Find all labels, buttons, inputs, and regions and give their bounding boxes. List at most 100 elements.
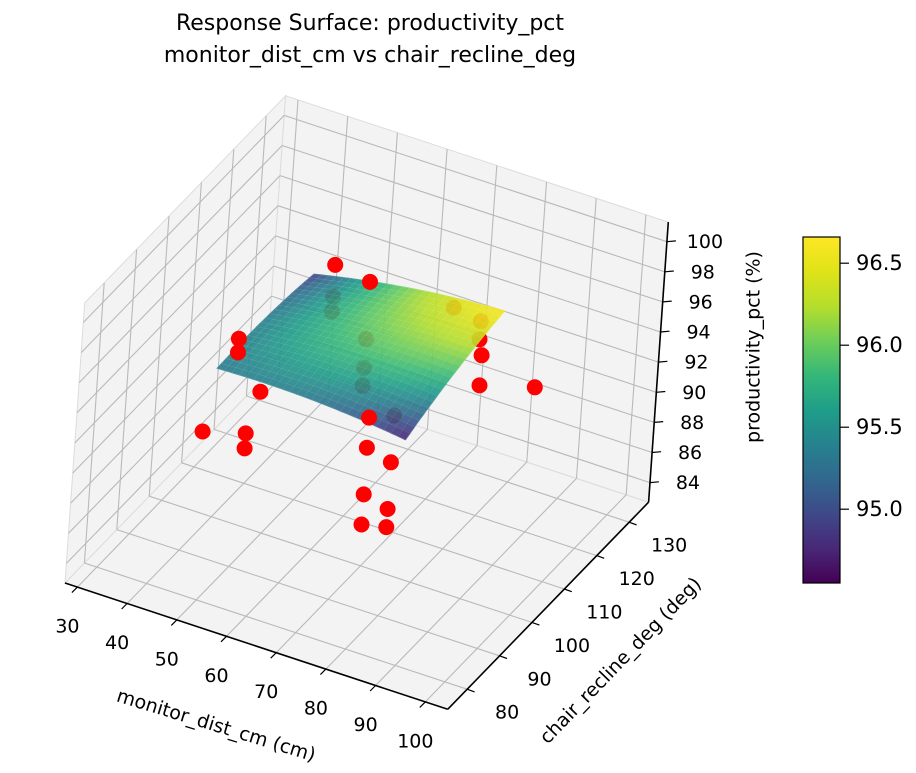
surface-mesh-line	[369, 300, 469, 424]
surface-mesh-line	[252, 330, 442, 390]
surface-mesh-line	[253, 278, 351, 380]
surface-mesh-line	[305, 281, 496, 322]
y-tick-label: 80	[495, 702, 519, 724]
x-tick-label: 50	[155, 648, 179, 670]
surface-mesh-line	[243, 339, 433, 403]
scatter-point	[471, 377, 488, 394]
surface-mesh-line	[260, 279, 359, 382]
z-axis-title: productivity_pct (%)	[743, 251, 765, 443]
scatter-point	[230, 344, 246, 361]
grid-line-x	[176, 412, 379, 621]
colorbar-tick-label: 96.5	[856, 251, 903, 275]
surface-mesh-line	[405, 310, 505, 440]
surface-mesh-line	[287, 296, 478, 344]
surface-mesh	[216, 273, 506, 441]
z-tick-label: 84	[676, 472, 700, 494]
colorbar-tick-label: 95.5	[856, 415, 903, 439]
x-tick	[170, 619, 178, 626]
z-tick	[664, 270, 674, 273]
x-tick-label: 70	[254, 681, 278, 703]
surface-mesh-line	[231, 275, 329, 373]
scatter-point	[382, 454, 399, 471]
grid-line-y	[181, 462, 565, 590]
grid-line-z	[284, 114, 668, 243]
surface-mesh-line	[292, 292, 483, 339]
z-tick	[654, 421, 664, 423]
z-tick-label: 88	[680, 412, 704, 434]
x-tick	[369, 685, 377, 692]
x-tick-label: 100	[397, 730, 433, 752]
scatter-point	[252, 383, 269, 400]
surface-mesh-line	[261, 321, 451, 379]
chart-title-line1: Response Surface: productivity_pct	[175, 11, 565, 36]
z-tick	[660, 330, 670, 333]
x-tick-label: 80	[304, 698, 328, 720]
surface-mesh-line	[296, 289, 487, 333]
grid-line-y	[149, 495, 533, 623]
grid-line-y	[116, 529, 500, 657]
grid-line-y	[246, 395, 630, 523]
surface-mesh-line	[230, 353, 420, 421]
grid-line-z	[275, 235, 659, 363]
x-tick	[270, 652, 277, 659]
surface-mesh-line	[333, 292, 432, 409]
surface-mesh-line	[283, 300, 474, 350]
x-tick	[419, 701, 426, 708]
x-axis-title: monitor_dist_cm (cm)	[114, 685, 318, 767]
surface-mesh-line	[390, 306, 491, 434]
y-tick	[564, 588, 573, 593]
surface-mesh-line	[300, 285, 492, 328]
grid-line-x	[126, 396, 329, 604]
surface-mesh-line	[347, 295, 447, 415]
z-tick-label: 100	[687, 231, 723, 253]
z-tick-label: 92	[684, 352, 708, 374]
grid-line-z	[70, 295, 272, 504]
grid-line-x	[275, 445, 478, 654]
x-axis-line	[64, 582, 448, 711]
grid-line-y	[213, 428, 597, 557]
x-tick-label: 30	[55, 616, 79, 638]
surface-mesh-line	[274, 309, 465, 361]
scatter-point	[237, 425, 254, 442]
scatter-point	[327, 256, 344, 273]
surface-mesh-line	[325, 290, 425, 406]
surface-mesh-line	[311, 288, 410, 400]
scatter-point	[194, 423, 211, 440]
surface-mesh-line	[270, 313, 460, 367]
y-tick	[628, 521, 637, 526]
grid-line-y	[84, 562, 468, 690]
surface-mesh-line	[397, 308, 498, 437]
grid-line-z	[72, 265, 274, 474]
z-tick	[649, 481, 659, 484]
y-axis-title: chair_recline_deg (deg)	[535, 573, 705, 748]
y-tick-label: 100	[554, 635, 590, 657]
z-tick	[658, 360, 668, 363]
surface-mesh-line	[309, 277, 501, 317]
scatter-point	[473, 347, 490, 364]
surface-mesh-line	[383, 304, 483, 430]
y-axis-line	[447, 501, 650, 710]
y-tick	[596, 555, 605, 559]
grid-line-z	[76, 205, 279, 414]
grid-line-x	[375, 478, 577, 686]
grid-line-z	[279, 175, 663, 303]
surface-mesh-line	[296, 285, 396, 395]
y-tick	[466, 688, 475, 693]
surface-mesh-line	[362, 299, 461, 421]
z-tick-label: 86	[678, 442, 702, 464]
x-tick	[319, 668, 327, 676]
z-tick-label: 96	[689, 291, 713, 313]
x-tick	[121, 603, 128, 610]
z-tick	[666, 240, 676, 243]
surface-mesh-line	[246, 277, 344, 378]
surface-mesh-line	[354, 297, 454, 418]
grid-line-z	[281, 144, 665, 273]
surface-mesh-line	[340, 294, 440, 412]
x-tick	[220, 635, 227, 643]
surface-mesh-line	[248, 335, 438, 397]
grid-line-z	[82, 115, 285, 323]
surface-mesh-line	[313, 273, 505, 312]
grid-line-z	[66, 355, 268, 564]
